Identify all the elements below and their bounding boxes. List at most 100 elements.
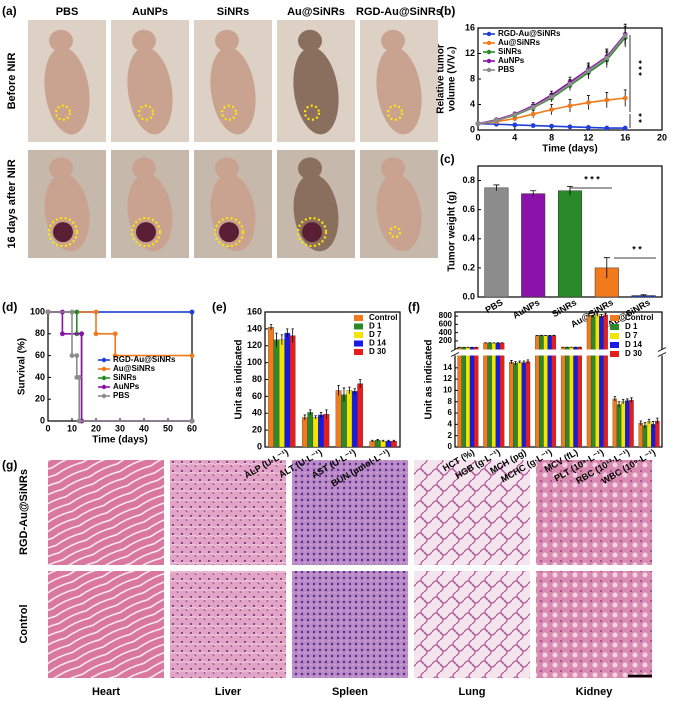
y-tick-label: 60 <box>252 391 262 401</box>
histology-column-label: Spleen <box>332 686 368 698</box>
y-tick-label: 8 <box>448 397 453 406</box>
tumor-outline <box>303 104 321 121</box>
y-tick-label: 0 <box>470 124 475 134</box>
mouse-body <box>44 47 90 135</box>
data-point <box>93 309 99 315</box>
panel-label: (c) <box>440 152 455 166</box>
bar <box>560 347 566 448</box>
y-tick-label: 4 <box>448 419 453 428</box>
legend-label: PBS <box>498 65 515 74</box>
error-bar <box>603 257 610 279</box>
y-tick-label: 80 <box>252 374 262 384</box>
error-bar <box>626 398 629 403</box>
y-tick-label: 2 <box>448 431 453 440</box>
photo-column-label: SiNRs <box>217 6 249 18</box>
bar <box>573 347 578 448</box>
error-bar <box>613 396 617 402</box>
y-tick-label: 20 <box>35 394 45 404</box>
mouse-head <box>298 29 322 52</box>
data-point <box>530 104 536 110</box>
y-tick-label: 16 <box>465 22 475 32</box>
data-point <box>586 68 591 74</box>
legend-marker <box>486 67 492 73</box>
bar <box>284 332 291 448</box>
tumor-outline <box>388 225 402 239</box>
error-bar <box>381 439 385 442</box>
bar <box>289 335 296 448</box>
error-bar <box>392 439 396 442</box>
legend-label: PBS <box>113 391 130 400</box>
bar <box>499 342 505 448</box>
series-line <box>48 311 192 357</box>
bar <box>642 425 648 448</box>
legend-label: Control <box>369 313 397 322</box>
bar <box>513 363 518 448</box>
y-tick-label: 12 <box>465 48 475 58</box>
mouse-body <box>376 47 422 135</box>
bar <box>279 339 285 448</box>
legend-label: D 14 <box>369 339 386 348</box>
bar <box>650 424 656 448</box>
histology-image <box>170 460 286 565</box>
error-bar <box>314 415 317 420</box>
bar <box>569 347 574 448</box>
legend-label: D 1 <box>625 322 638 331</box>
bar <box>491 342 497 448</box>
bar <box>301 417 308 448</box>
error-bar <box>596 311 599 317</box>
legend-swatch <box>354 323 363 330</box>
panel-label: (g) <box>2 458 17 472</box>
data-point <box>494 118 499 123</box>
photo-row-label: 16 days after NIR <box>6 159 18 248</box>
legend-label: SiNRs <box>113 373 137 382</box>
panel-label: (d) <box>2 300 17 314</box>
bar <box>461 347 467 448</box>
x-tick-label: 30 <box>115 423 125 433</box>
mouse-body <box>210 47 256 135</box>
error-bar <box>530 190 537 197</box>
legend-label: D 30 <box>369 347 386 356</box>
histology-image <box>170 571 286 678</box>
bar <box>521 193 546 298</box>
legend-label: D 7 <box>625 331 638 340</box>
legend-swatch <box>610 315 619 321</box>
histology-image <box>536 460 652 565</box>
legend-label: Control <box>625 313 653 322</box>
data-point <box>549 94 554 100</box>
error-bar <box>371 439 374 442</box>
data-point <box>567 103 573 109</box>
error-bar <box>348 386 351 394</box>
data-point <box>622 33 628 39</box>
bar <box>517 362 522 448</box>
bar <box>483 342 488 448</box>
legend-marker <box>101 357 107 363</box>
mouse-head <box>49 157 73 180</box>
x-tick-label: 60 <box>187 423 197 433</box>
y-tick-label: 8 <box>470 73 475 83</box>
error-bar <box>656 417 659 424</box>
y-tick-label: 10 <box>443 386 452 395</box>
y-axis-label: Unit as indicated <box>234 339 245 419</box>
bar <box>385 440 392 448</box>
photo-column-label: PBS <box>56 6 79 18</box>
bar <box>603 314 608 448</box>
y-tick-label: 0 <box>257 441 262 451</box>
mouse-head <box>215 157 239 180</box>
series-line <box>48 311 192 422</box>
histology-column-label: Liver <box>215 686 242 698</box>
error-bar <box>275 332 278 347</box>
error-bar <box>639 420 642 426</box>
bar <box>495 342 501 448</box>
bar <box>307 412 314 448</box>
bar <box>577 347 582 448</box>
data-point <box>622 95 628 101</box>
legend-label: RGD-Au@SiNRs <box>498 29 561 38</box>
error-bar <box>591 314 595 318</box>
error-bar <box>269 324 273 330</box>
bar <box>638 423 644 448</box>
histology-image <box>48 571 164 678</box>
panel-label: (b) <box>440 4 455 18</box>
y-tick-label: 14 <box>443 363 452 372</box>
legend-label: D 30 <box>625 349 642 358</box>
